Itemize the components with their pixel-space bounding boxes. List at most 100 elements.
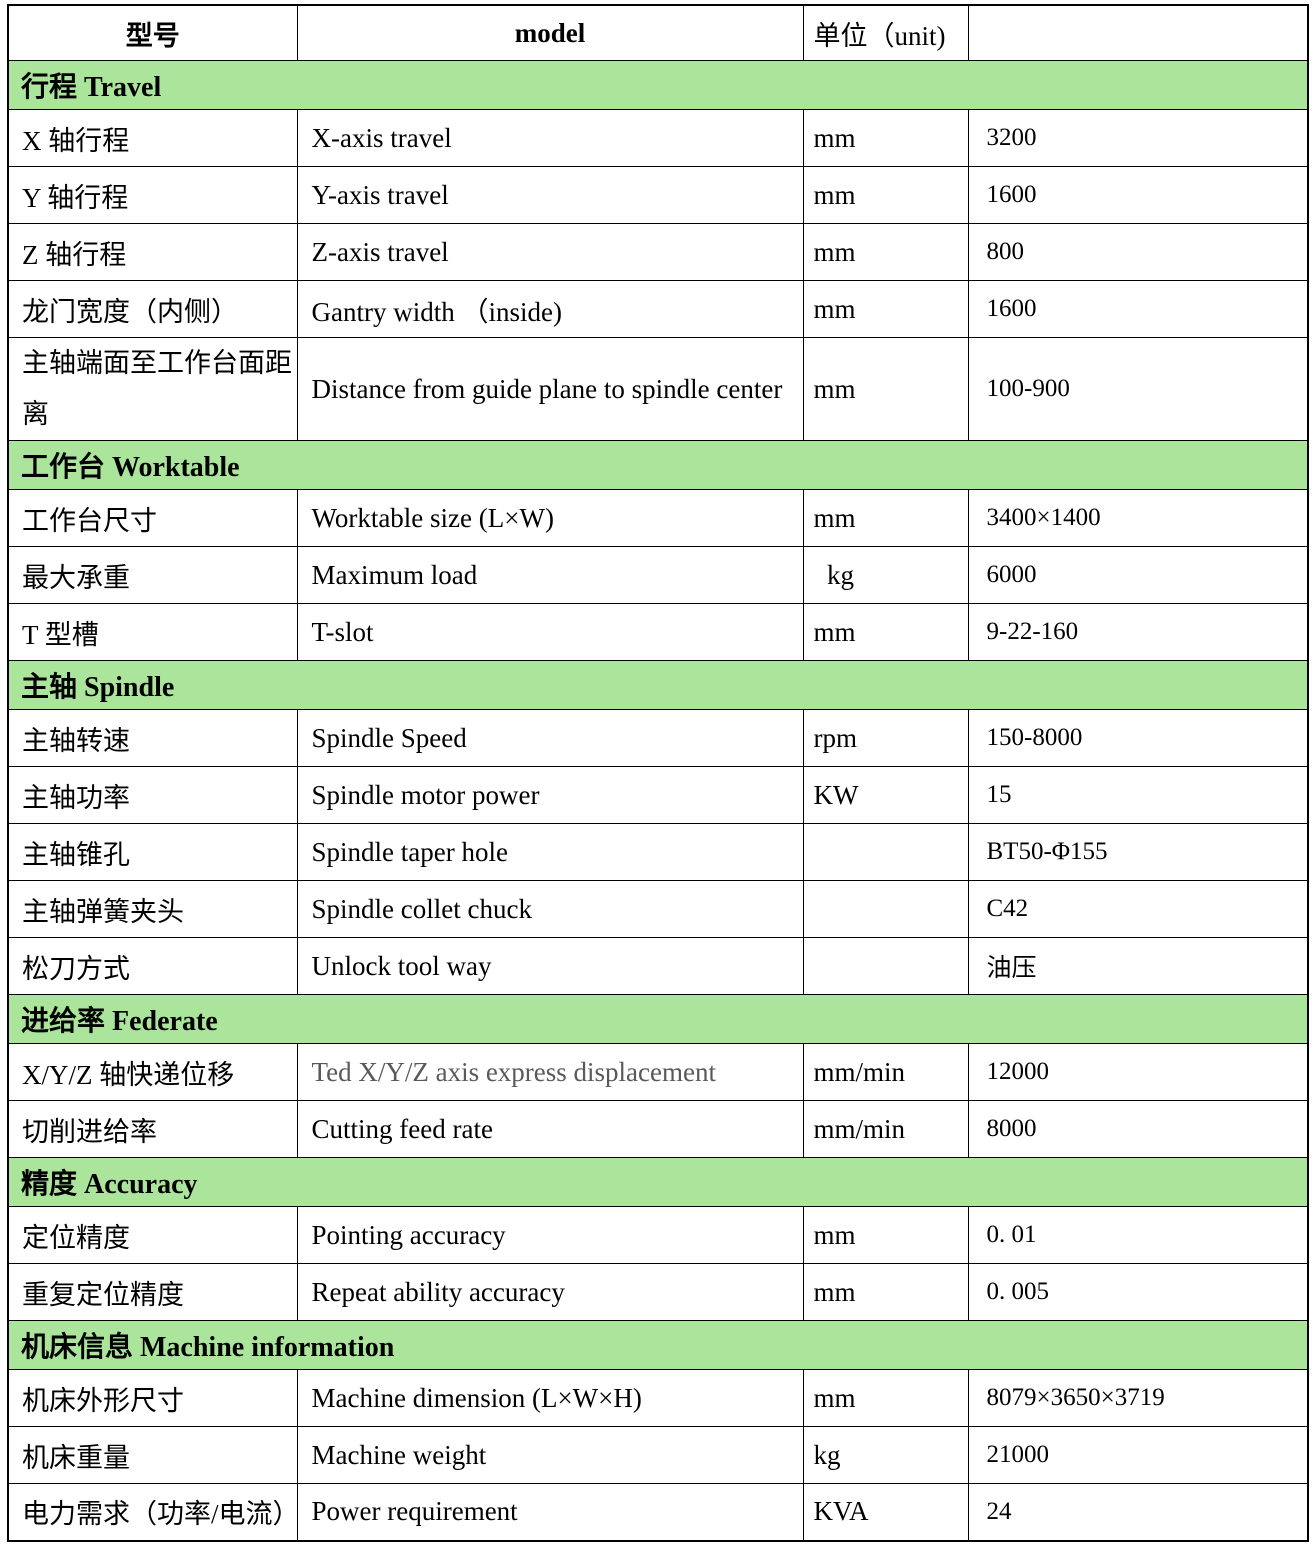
spec-unit: mm xyxy=(802,166,969,224)
spec-label-cn: 机床外形尺寸 xyxy=(7,1369,298,1427)
spec-value: 9-22-160 xyxy=(967,603,1309,661)
section-row: 精度 Accuracy xyxy=(7,1157,1309,1207)
section-title: 主轴 Spindle xyxy=(7,660,1309,710)
spec-unit: kg xyxy=(802,1426,969,1484)
spec-unit: kg xyxy=(802,546,969,604)
spec-label-cn: X 轴行程 xyxy=(7,109,298,167)
section-row: 进给率 Federate xyxy=(7,994,1309,1044)
spec-label-cn: 主轴锥孔 xyxy=(7,823,298,881)
spec-value: 1600 xyxy=(967,280,1309,338)
spec-label-en: Machine weight xyxy=(296,1426,804,1484)
spec-label-en: Machine dimension (L×W×H) xyxy=(296,1369,804,1427)
spec-unit: KW xyxy=(802,766,969,824)
spec-unit: mm xyxy=(802,337,969,441)
spec-value: 0. 01 xyxy=(967,1206,1309,1264)
spec-unit: mm xyxy=(802,603,969,661)
spec-row: 切削进给率 Cutting feed rate mm/min 8000 xyxy=(7,1100,1309,1158)
spec-label-en: Worktable size (L×W) xyxy=(296,489,804,547)
spec-label-en: Maximum load xyxy=(296,546,804,604)
spec-row: X/Y/Z 轴快递位移 Ted X/Y/Z axis express displa… xyxy=(7,1043,1309,1101)
spec-label-cn: 最大承重 xyxy=(7,546,298,604)
spec-unit xyxy=(802,880,969,938)
spec-label-en: Spindle collet chuck xyxy=(296,880,804,938)
spec-unit: mm xyxy=(802,109,969,167)
section-title: 工作台 Worktable xyxy=(7,440,1309,490)
spec-unit xyxy=(802,937,969,995)
spec-row: 定位精度 Pointing accuracy mm 0. 01 xyxy=(7,1206,1309,1264)
spec-label-cn: 切削进给率 xyxy=(7,1100,298,1158)
spec-label-en: X-axis travel xyxy=(296,109,804,167)
spec-value: 12000 xyxy=(967,1043,1309,1101)
spec-row: 电力需求（功率/电流） Power requirement KVA 24 xyxy=(7,1483,1309,1541)
spec-label-en: Spindle Speed xyxy=(296,709,804,767)
spec-row: 主轴端面至工作台面距离 Distance from guide plane to … xyxy=(7,337,1309,441)
spec-label-cn: 松刀方式 xyxy=(7,937,298,995)
spec-label-en: Unlock tool way xyxy=(296,937,804,995)
section-title: 行程 Travel xyxy=(7,60,1309,110)
spec-row: 松刀方式 Unlock tool way 油压 xyxy=(7,937,1309,995)
spec-label-en: Cutting feed rate xyxy=(296,1100,804,1158)
spec-value: 8000 xyxy=(967,1100,1309,1158)
header-model-cn: 型号 xyxy=(7,4,298,61)
spec-unit: mm xyxy=(802,280,969,338)
spec-row: 主轴弹簧夹头 Spindle collet chuck C42 xyxy=(7,880,1309,938)
header-unit: 单位（unit) xyxy=(802,4,969,61)
machine-spec-table: 型号 model 单位（unit) 行程 Travel X 轴行程 X-axis t… xyxy=(7,4,1309,1542)
spec-value: 800 xyxy=(967,223,1309,281)
spec-unit: mm/min xyxy=(802,1100,969,1158)
spec-value: 1600 xyxy=(967,166,1309,224)
spec-value: 油压 xyxy=(967,937,1309,995)
spec-unit: KVA xyxy=(802,1483,969,1541)
spec-value: 0. 005 xyxy=(967,1263,1309,1321)
spec-unit: mm/min xyxy=(802,1043,969,1101)
spec-row: 机床外形尺寸 Machine dimension (L×W×H) mm 8079×36… xyxy=(7,1369,1309,1427)
section-title: 精度 Accuracy xyxy=(7,1157,1309,1207)
spec-label-en: Pointing accuracy xyxy=(296,1206,804,1264)
spec-label-cn: 重复定位精度 xyxy=(7,1263,298,1321)
spec-row: 工作台尺寸 Worktable size (L×W) mm 3400×1400 xyxy=(7,489,1309,547)
section-row: 主轴 Spindle xyxy=(7,660,1309,710)
section-row: 机床信息 Machine information xyxy=(7,1320,1309,1370)
spec-row: 主轴转速 Spindle Speed rpm 150-8000 xyxy=(7,709,1309,767)
spec-row: 重复定位精度 Repeat ability accuracy mm 0. 005 xyxy=(7,1263,1309,1321)
spec-label-cn: 龙门宽度（内侧） xyxy=(7,280,298,338)
header-value-empty xyxy=(967,4,1309,61)
spec-value: 15 xyxy=(967,766,1309,824)
spec-label-cn: 电力需求（功率/电流） xyxy=(7,1483,298,1541)
section-title: 进给率 Federate xyxy=(7,994,1309,1044)
spec-value: C42 xyxy=(967,880,1309,938)
section-title: 机床信息 Machine information xyxy=(7,1320,1309,1370)
spec-row: 主轴锥孔 Spindle taper hole BT50-Φ155 xyxy=(7,823,1309,881)
spec-label-cn: X/Y/Z 轴快递位移 xyxy=(7,1043,298,1101)
spec-value: 8079×3650×3719 xyxy=(967,1369,1309,1427)
spec-label-cn: 工作台尺寸 xyxy=(7,489,298,547)
spec-value: 3200 xyxy=(967,109,1309,167)
spec-label-cn: Y 轴行程 xyxy=(7,166,298,224)
spec-row: Z 轴行程 Z-axis travel mm 800 xyxy=(7,223,1309,281)
spec-label-en: Spindle taper hole xyxy=(296,823,804,881)
spec-unit: mm xyxy=(802,1206,969,1264)
section-row: 工作台 Worktable xyxy=(7,440,1309,490)
spec-unit: rpm xyxy=(802,709,969,767)
spec-row: X 轴行程 X-axis travel mm 3200 xyxy=(7,109,1309,167)
spec-label-en: T-slot xyxy=(296,603,804,661)
spec-value: 100-900 xyxy=(967,337,1309,441)
spec-value: 3400×1400 xyxy=(967,489,1309,547)
spec-label-cn: 机床重量 xyxy=(7,1426,298,1484)
spec-value: 150-8000 xyxy=(967,709,1309,767)
spec-unit: mm xyxy=(802,489,969,547)
header-row: 型号 model 单位（unit) xyxy=(7,4,1309,61)
spec-row: 主轴功率 Spindle motor power KW 15 xyxy=(7,766,1309,824)
spec-value: 21000 xyxy=(967,1426,1309,1484)
spec-label-en: Y-axis travel xyxy=(296,166,804,224)
spec-label-cn: Z 轴行程 xyxy=(7,223,298,281)
spec-label-en: Ted X/Y/Z axis express displacement xyxy=(296,1043,804,1101)
spec-row: T 型槽 T-slot mm 9-22-160 xyxy=(7,603,1309,661)
spec-unit: mm xyxy=(802,1369,969,1427)
spec-label-en: Power requirement xyxy=(296,1483,804,1541)
spec-row: Y 轴行程 Y-axis travel mm 1600 xyxy=(7,166,1309,224)
section-row: 行程 Travel xyxy=(7,60,1309,110)
spec-value: 6000 xyxy=(967,546,1309,604)
spec-unit: mm xyxy=(802,1263,969,1321)
spec-label-en: Gantry width （inside) xyxy=(296,280,804,338)
